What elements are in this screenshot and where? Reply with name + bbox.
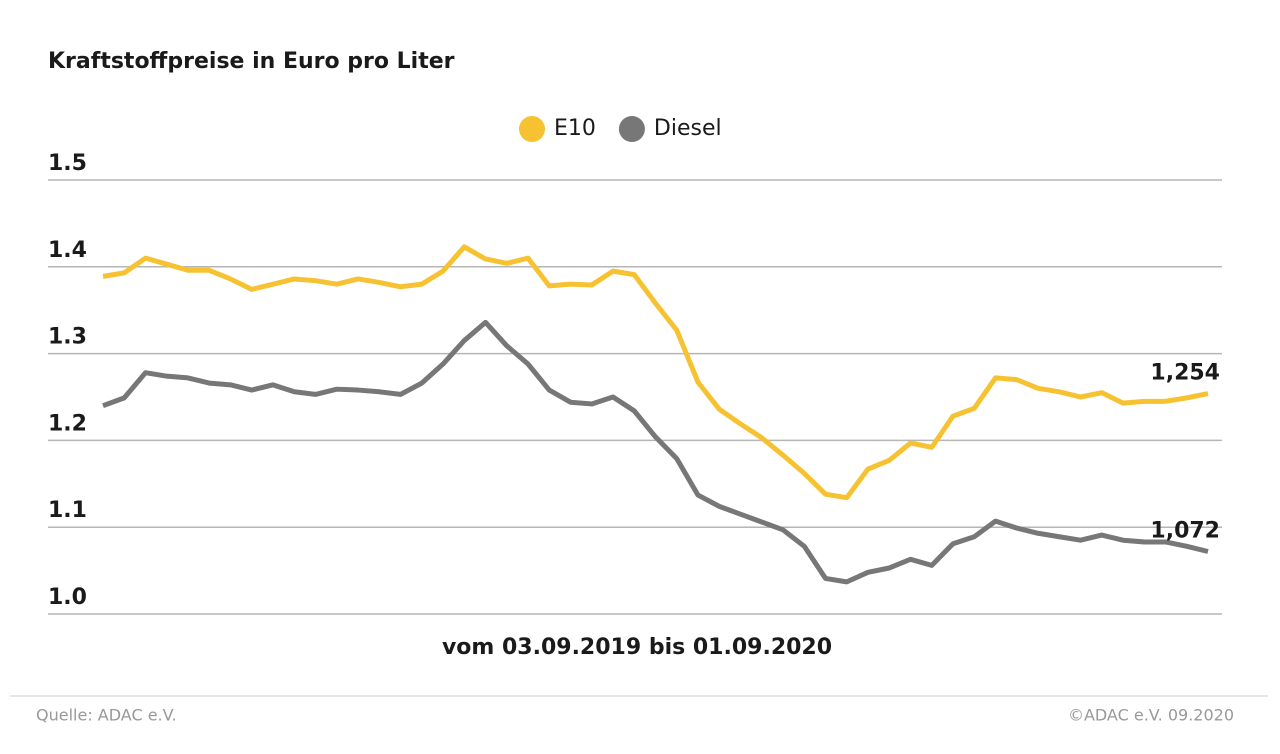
value-label: 1,072 [1150,519,1220,544]
y-tick-label: 1.4 [48,238,87,263]
chart-title: Kraftstoffpreise in Euro pro Liter [48,49,455,74]
source: Quelle: ADAC e.V. [36,706,177,725]
line-series [102,319,1209,585]
line-series [102,244,1209,501]
legend-marker [519,116,545,142]
legend-marker [618,116,645,142]
y-tick-label: 1.3 [48,325,87,350]
y-tick-label: 1.0 [48,585,87,610]
y-tick-label: 1.1 [48,498,87,523]
value-label: 1,254 [1150,361,1220,386]
legend-label: E10 [554,116,596,141]
copyright: ©ADAC e.V. 09.2020 [1068,706,1234,725]
y-tick-label: 1.2 [48,411,87,436]
y-tick-label: 1.5 [48,151,87,176]
x-axis-label: vom 03.09.2019 bis 01.09.2020 [442,635,832,660]
legend-label: Diesel [654,116,722,141]
